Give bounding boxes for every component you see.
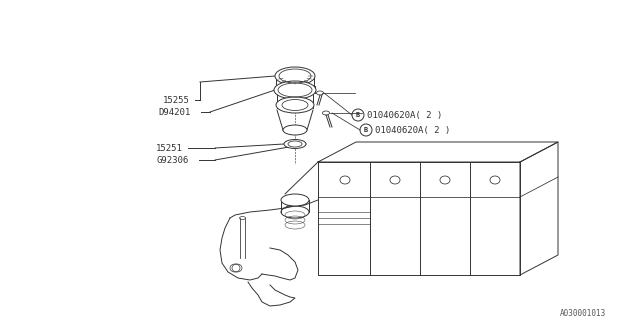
Ellipse shape bbox=[284, 140, 306, 148]
Text: B: B bbox=[356, 112, 360, 118]
Text: 15255: 15255 bbox=[163, 95, 190, 105]
Ellipse shape bbox=[274, 81, 316, 99]
Text: G92306: G92306 bbox=[156, 156, 188, 164]
Text: 01040620A( 2 ): 01040620A( 2 ) bbox=[375, 125, 451, 134]
Ellipse shape bbox=[281, 194, 309, 206]
Ellipse shape bbox=[276, 97, 314, 113]
Text: 15251: 15251 bbox=[156, 143, 183, 153]
Ellipse shape bbox=[283, 125, 307, 135]
Text: D94201: D94201 bbox=[158, 108, 190, 116]
Text: A030001013: A030001013 bbox=[560, 308, 606, 317]
Text: 01040620A( 2 ): 01040620A( 2 ) bbox=[367, 110, 442, 119]
Text: B: B bbox=[364, 127, 368, 133]
Ellipse shape bbox=[275, 67, 315, 85]
